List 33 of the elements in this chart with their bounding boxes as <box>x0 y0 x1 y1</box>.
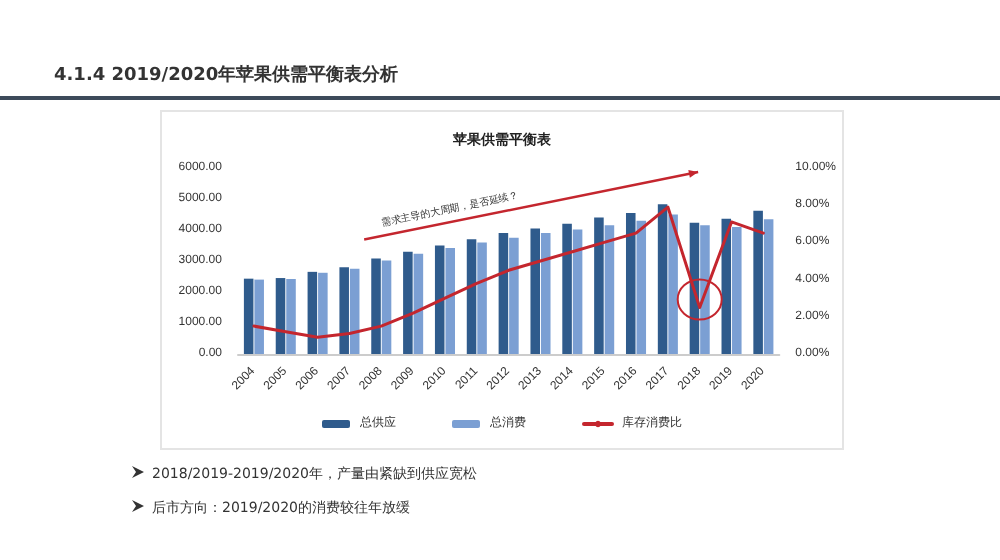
bar <box>572 229 583 354</box>
bar <box>445 247 455 354</box>
bar <box>413 253 424 354</box>
bar <box>594 217 604 354</box>
bar <box>286 278 296 354</box>
bar <box>732 226 742 354</box>
bar <box>657 204 668 354</box>
bar <box>763 219 774 354</box>
bar <box>243 278 254 354</box>
bar <box>509 237 519 354</box>
bar <box>668 214 678 354</box>
bar <box>307 271 318 354</box>
bar <box>562 223 572 354</box>
bar <box>530 228 541 354</box>
bar <box>349 268 360 354</box>
bar <box>753 210 763 354</box>
bar <box>625 212 636 354</box>
bar <box>477 242 487 354</box>
bar <box>434 245 445 354</box>
chart-subtitle: 4.1.4 2019/2020年苹果供需平衡表分析 <box>54 62 399 88</box>
bar <box>254 279 264 354</box>
bar <box>498 233 509 354</box>
bar <box>636 220 647 354</box>
bar <box>700 225 710 354</box>
bar <box>466 239 477 354</box>
bar <box>339 267 349 354</box>
bar <box>371 258 381 354</box>
bar <box>318 272 328 354</box>
bar <box>540 233 551 354</box>
bar <box>381 260 392 354</box>
bar <box>275 278 286 354</box>
bar <box>403 251 413 354</box>
bar <box>604 225 615 354</box>
